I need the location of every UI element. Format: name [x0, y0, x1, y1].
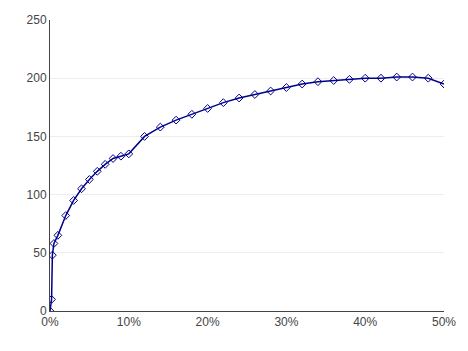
- svg-text:100: 100: [27, 188, 47, 202]
- svg-text:0%: 0%: [41, 315, 59, 329]
- svg-text:50: 50: [33, 246, 47, 260]
- svg-text:200: 200: [27, 71, 47, 85]
- svg-text:50%: 50%: [432, 315, 456, 329]
- svg-text:20%: 20%: [196, 315, 220, 329]
- svg-text:250: 250: [27, 13, 47, 27]
- svg-text:30%: 30%: [274, 315, 298, 329]
- svg-text:40%: 40%: [353, 315, 377, 329]
- svg-text:0: 0: [40, 304, 47, 318]
- svg-text:10%: 10%: [117, 315, 141, 329]
- svg-text:150: 150: [27, 130, 47, 144]
